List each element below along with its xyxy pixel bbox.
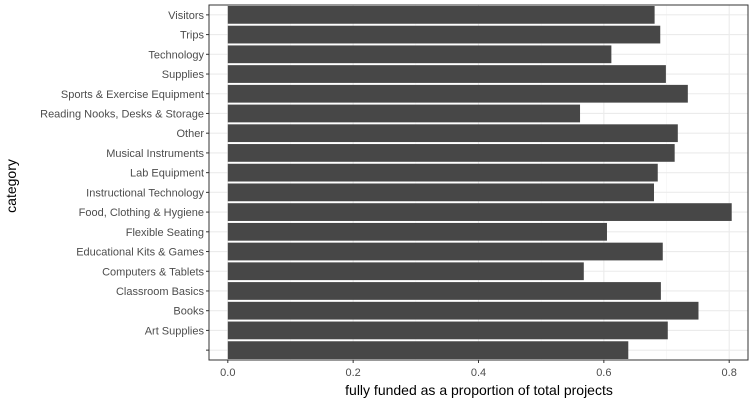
bar xyxy=(227,321,668,340)
x-axis-title: fully funded as a proportion of total pr… xyxy=(345,382,613,398)
bar xyxy=(227,262,584,281)
y-tick-label: Visitors xyxy=(168,10,204,22)
y-tick-label: Lab Equipment xyxy=(130,168,204,180)
bar xyxy=(227,45,612,64)
y-tick-label: Educational Kits & Games xyxy=(76,247,204,259)
bar xyxy=(227,242,663,261)
y-tick-label: Art Supplies xyxy=(145,325,205,337)
bar xyxy=(227,65,666,83)
bar xyxy=(227,301,699,320)
y-tick-label: Reading Nooks, Desks & Storage xyxy=(40,108,204,120)
x-tick-label: 0.8 xyxy=(722,367,737,379)
y-axis-title: category xyxy=(3,159,19,213)
y-tick-label: Computers & Tablets xyxy=(102,266,204,278)
y-tick-label: Sports & Exercise Equipment xyxy=(61,89,204,101)
y-axis: Visitors Trips Technology Supplies Sports & … xyxy=(40,10,209,351)
bar xyxy=(227,104,581,123)
bar xyxy=(227,183,654,202)
bar xyxy=(227,222,607,241)
bar xyxy=(227,203,732,221)
y-tick-label: Flexible Seating xyxy=(126,227,204,239)
bars xyxy=(227,5,732,360)
bar xyxy=(227,163,658,182)
x-tick-label: 0.6 xyxy=(596,367,611,379)
bar xyxy=(227,341,629,360)
bar xyxy=(227,25,661,44)
bar xyxy=(227,144,675,162)
y-tick-label: Classroom Basics xyxy=(116,286,205,298)
bar xyxy=(227,84,688,103)
y-tick-label: Supplies xyxy=(162,69,205,81)
x-tick-label: 0.2 xyxy=(346,367,361,379)
bar xyxy=(227,5,655,24)
x-tick-label: 0.4 xyxy=(471,367,486,379)
y-tick-label: Musical Instruments xyxy=(106,148,204,160)
y-tick-label: Other xyxy=(176,128,204,140)
x-axis: 0.0 0.2 0.4 0.6 0.8 xyxy=(220,360,737,379)
y-tick-label: Technology xyxy=(148,49,204,61)
y-tick-label: Instructional Technology xyxy=(86,187,204,199)
bar xyxy=(227,124,678,143)
y-tick-label: Trips xyxy=(180,30,205,42)
bar xyxy=(227,282,661,300)
y-tick-label: Books xyxy=(173,306,204,318)
x-tick-label: 0.0 xyxy=(220,367,235,379)
y-tick-label: Food, Clothing & Hygiene xyxy=(79,207,204,219)
